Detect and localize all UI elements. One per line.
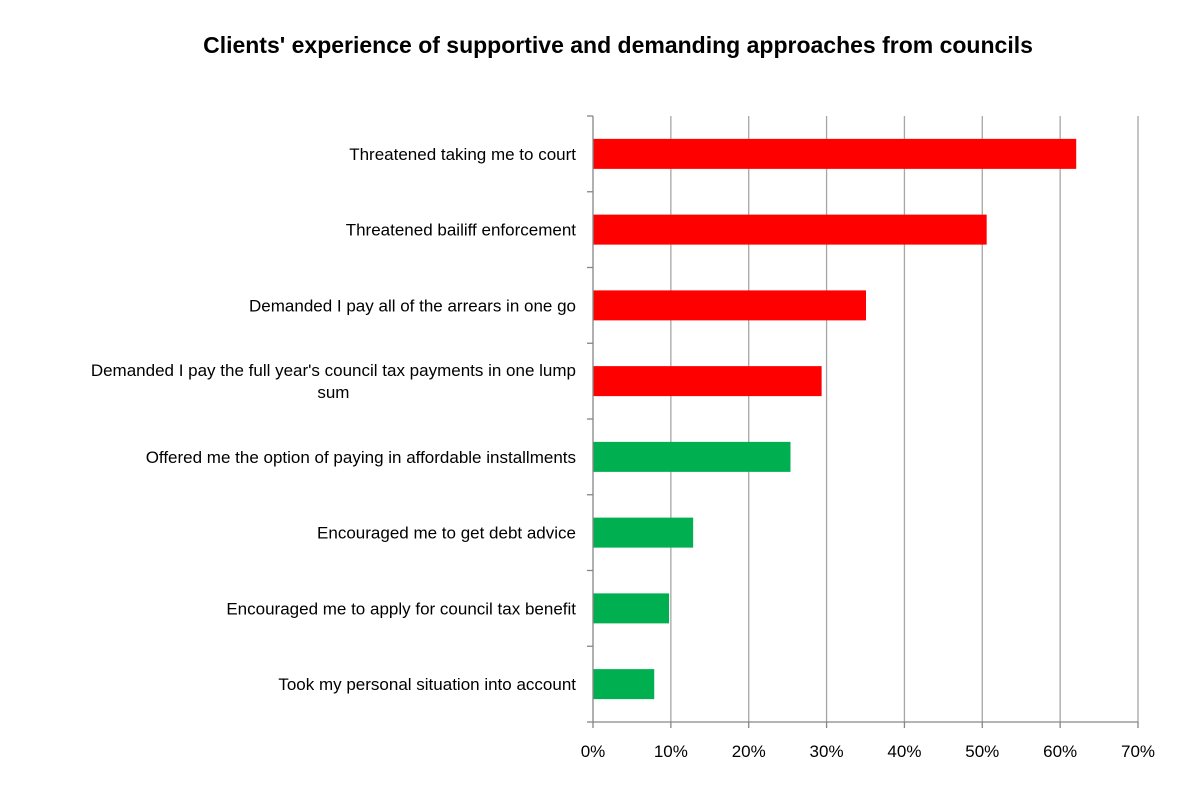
bar: [593, 593, 670, 624]
bar: [593, 366, 822, 397]
bar: [593, 138, 1077, 169]
chart-title: Clients' experience of supportive and de…: [203, 32, 1033, 58]
category-label: Threatened taking me to court: [349, 145, 576, 164]
category-label: Took my personal situation into account: [278, 675, 576, 694]
category-labels: Threatened taking me to court Threatened …: [91, 145, 576, 694]
axes: [587, 115, 1139, 728]
category-label: Encouraged me to apply for council tax b…: [226, 599, 576, 618]
x-tick-label: 60%: [1043, 742, 1077, 761]
bar: [593, 441, 791, 472]
category-label: Threatened bailiff enforcement: [346, 221, 577, 240]
x-tick-label: 10%: [654, 742, 688, 761]
bar: [593, 214, 987, 245]
bar: [593, 290, 866, 321]
tick-labels: 0% 10% 20% 30% 40% 50% 60% 70%: [581, 742, 1155, 761]
bar: [593, 669, 655, 700]
gridlines: [670, 116, 1139, 722]
x-tick-label: 0%: [581, 742, 606, 761]
x-tick-label: 40%: [887, 742, 921, 761]
x-tick-label: 50%: [965, 742, 999, 761]
bars: [593, 138, 1077, 700]
bar: [593, 517, 694, 548]
category-label: Demanded I pay all of the arrears in one…: [249, 296, 576, 315]
x-tick-label: 30%: [810, 742, 844, 761]
x-tick-label: 70%: [1121, 742, 1155, 761]
category-label: Demanded I pay the full year's council t…: [91, 361, 576, 402]
category-label: Encouraged me to get debt advice: [317, 524, 576, 543]
x-tick-label: 20%: [732, 742, 766, 761]
category-label: Offered me the option of paying in affor…: [146, 448, 576, 467]
